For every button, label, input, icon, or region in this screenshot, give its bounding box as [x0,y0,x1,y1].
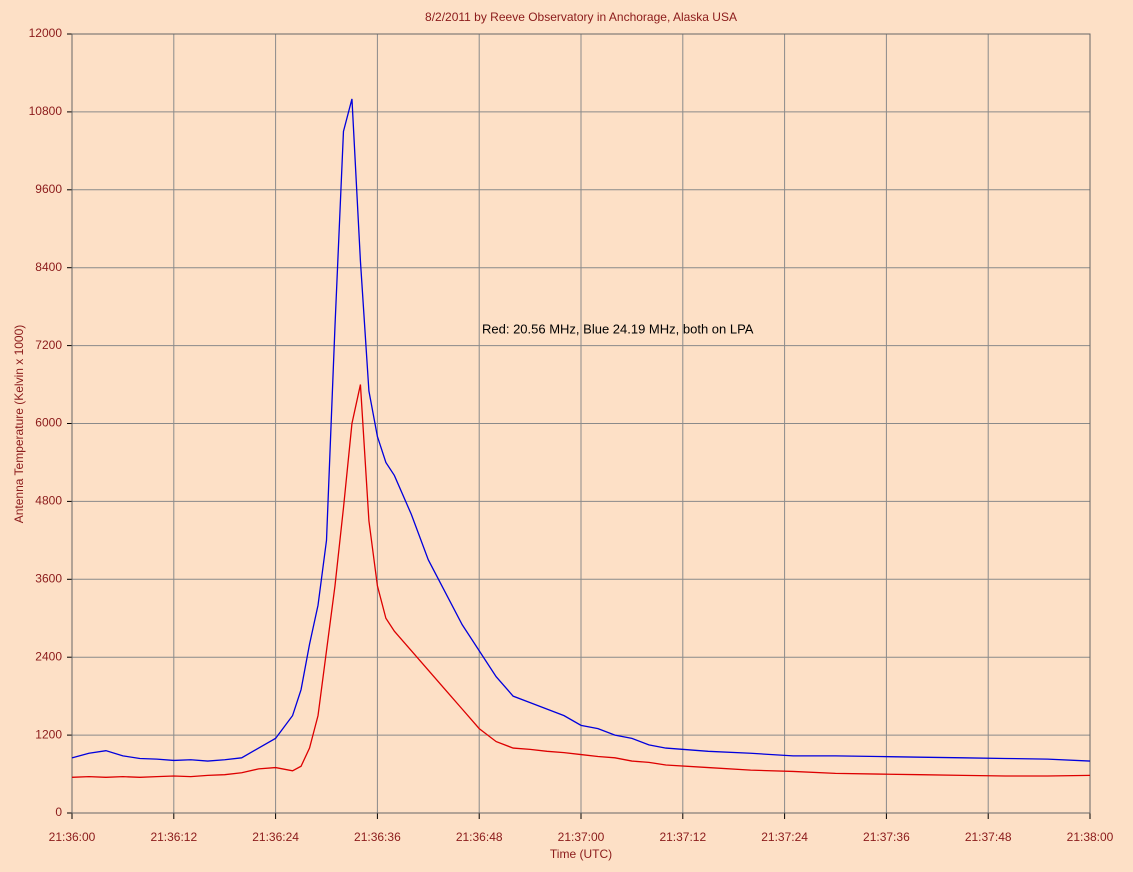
y-tick-label: 12000 [29,26,63,40]
y-tick-label: 7200 [35,338,62,352]
x-tick-label: 21:36:36 [354,830,401,844]
series-line [71,98,1091,762]
y-tick-label: 4800 [35,494,62,508]
x-tick-label: 21:38:00 [1067,830,1114,844]
x-tick-label: 21:37:36 [863,830,910,844]
x-axis-label: Time (UTC) [550,847,612,861]
y-tick-label: 6000 [35,416,62,430]
x-tick-label: 21:37:00 [558,830,605,844]
x-tick-label: 21:36:24 [252,830,299,844]
x-tick-label: 21:36:48 [456,830,503,844]
x-tick-label: 21:37:48 [965,830,1012,844]
plot-frame [71,33,1091,814]
x-tick-label: 21:36:00 [49,830,96,844]
y-axis-label: Antenna Temperature (Kelvin x 1000) [12,325,26,524]
y-tick-label: 10800 [29,104,63,118]
y-tick-label: 1200 [35,727,62,741]
y-tick-label: 3600 [35,571,62,585]
annotation: Red: 20.56 MHz, Blue 24.19 MHz, both on … [482,321,754,336]
y-tick-label: 2400 [35,649,62,663]
x-tick-label: 21:37:24 [761,830,808,844]
x-tick-label: 21:37:12 [659,830,706,844]
y-tick-label: 9600 [35,182,62,196]
chart-title: 8/2/2011 by Reeve Observatory in Anchora… [425,10,737,24]
series-line [71,384,1091,778]
y-tick-label: 8400 [35,260,62,274]
y-tick-label: 0 [55,805,62,819]
x-tick-label: 21:36:12 [150,830,197,844]
